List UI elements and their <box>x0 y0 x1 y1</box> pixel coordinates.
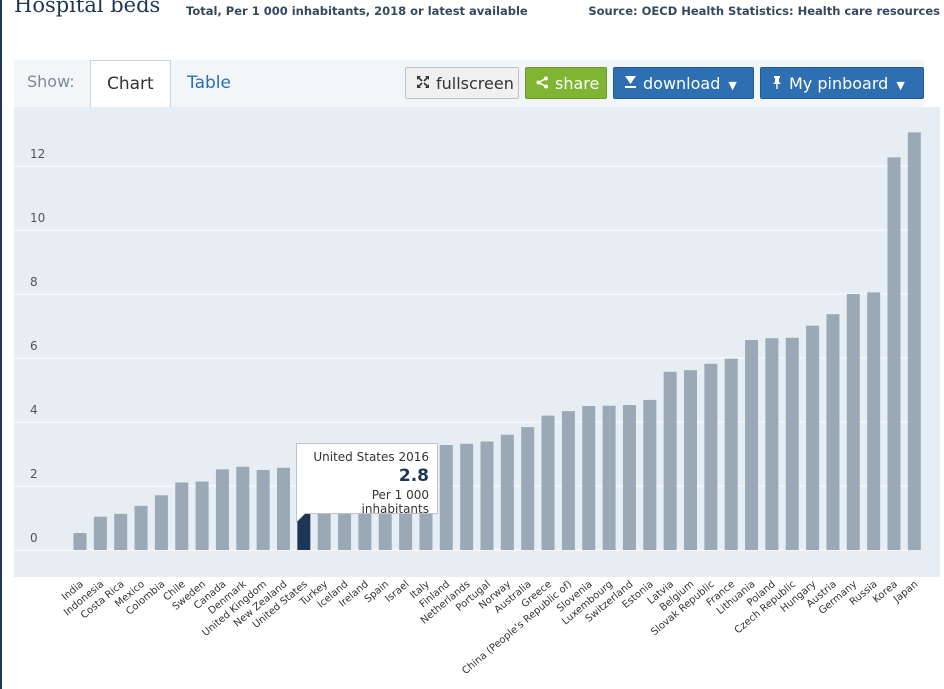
pinboard-label: My pinboard <box>789 74 889 93</box>
tooltip-value: 2.8 <box>398 466 429 486</box>
show-label: Show: <box>27 72 75 91</box>
bar-norway[interactable] <box>500 434 514 550</box>
bar-new-zealand[interactable] <box>277 467 290 550</box>
download-label: download <box>643 74 721 93</box>
share-label: share <box>555 74 600 93</box>
y-tick-label: 8 <box>30 275 38 289</box>
download-button[interactable]: download ▼ <box>613 67 754 99</box>
bar-netherlands[interactable] <box>460 443 474 550</box>
fullscreen-label: fullscreen <box>436 74 514 93</box>
bar-austria[interactable] <box>826 314 840 550</box>
chevron-down-icon: ▼ <box>728 79 737 92</box>
x-tick-label: Israel <box>384 579 412 605</box>
pin-icon <box>771 69 783 101</box>
data-tooltip: United States 2016 2.8 Per 1 000 inhabit… <box>296 443 438 523</box>
bar-poland[interactable] <box>765 338 779 550</box>
pinboard-button[interactable]: My pinboard ▼ <box>760 67 924 99</box>
bar-canada[interactable] <box>215 469 229 550</box>
page-subtitle: Total, Per 1 000 inhabitants, 2018 or la… <box>186 4 528 18</box>
bar-switzerland[interactable] <box>622 405 636 550</box>
bar-united-kingdom[interactable] <box>256 470 270 550</box>
page-title: Hospital beds <box>14 0 161 17</box>
bar-czech-republic[interactable] <box>785 337 799 550</box>
y-tick-label: 4 <box>30 403 38 417</box>
view-toolbar: Show: Chart Table fullscreen share do <box>14 60 924 108</box>
tab-table[interactable]: Table <box>187 73 231 93</box>
bar-india[interactable] <box>73 533 87 550</box>
bar-costa-rica[interactable] <box>114 513 128 550</box>
bar-luxembourg[interactable] <box>602 405 616 550</box>
bar-hungary[interactable] <box>806 325 820 550</box>
bar-latvia[interactable] <box>663 371 677 550</box>
source-note: Source: OECD Health Statistics: Health c… <box>588 4 940 18</box>
bar-germany[interactable] <box>846 294 860 550</box>
bar-indonesia[interactable] <box>93 516 107 550</box>
bar-greece[interactable] <box>541 415 555 550</box>
share-icon <box>536 69 549 101</box>
fullscreen-button[interactable]: fullscreen <box>405 67 519 99</box>
y-tick-label: 12 <box>30 147 45 161</box>
y-axis-ticks: 0 2 4 6 8 10 12 <box>30 147 45 545</box>
bar-mexico[interactable] <box>134 505 148 550</box>
bar-lithuania[interactable] <box>745 340 759 550</box>
expand-icon <box>416 69 430 101</box>
bar-chile[interactable] <box>175 482 189 550</box>
bar-russia[interactable] <box>867 292 881 550</box>
tooltip-unit: Per 1 000 inhabitants <box>361 488 429 516</box>
left-edge-rule <box>0 0 2 689</box>
tab-chart[interactable]: Chart <box>90 60 171 108</box>
bar-estonia[interactable] <box>643 399 657 550</box>
bar-china-people-s-republic-of[interactable] <box>561 411 575 550</box>
bar-sweden[interactable] <box>195 481 209 550</box>
bars[interactable] <box>73 132 921 551</box>
bar-colombia[interactable] <box>154 495 168 550</box>
tooltip-title: United States 2016 <box>313 450 429 464</box>
chevron-down-icon: ▼ <box>896 79 905 92</box>
bar-denmark[interactable] <box>236 466 250 550</box>
bar-slovenia[interactable] <box>582 406 596 550</box>
y-tick-label: 10 <box>30 211 45 225</box>
y-tick-label: 2 <box>30 467 38 481</box>
bar-australia[interactable] <box>521 427 535 550</box>
chart-header: Hospital beds Total, Per 1 000 inhabitan… <box>14 0 940 28</box>
bar-finland[interactable] <box>439 445 453 550</box>
y-tick-label: 6 <box>30 339 38 353</box>
bar-korea[interactable] <box>887 157 901 551</box>
bar-japan[interactable] <box>907 132 921 550</box>
download-icon <box>624 69 637 101</box>
share-button[interactable]: share <box>525 67 607 99</box>
bar-belgium[interactable] <box>684 370 697 550</box>
chart-area <box>14 107 940 577</box>
bar-france[interactable] <box>724 358 738 550</box>
y-tick-label: 0 <box>30 531 38 545</box>
bar-portugal[interactable] <box>480 441 494 550</box>
bar-slovak-republic[interactable] <box>704 363 718 550</box>
tooltip-pointer-fill <box>297 513 305 521</box>
